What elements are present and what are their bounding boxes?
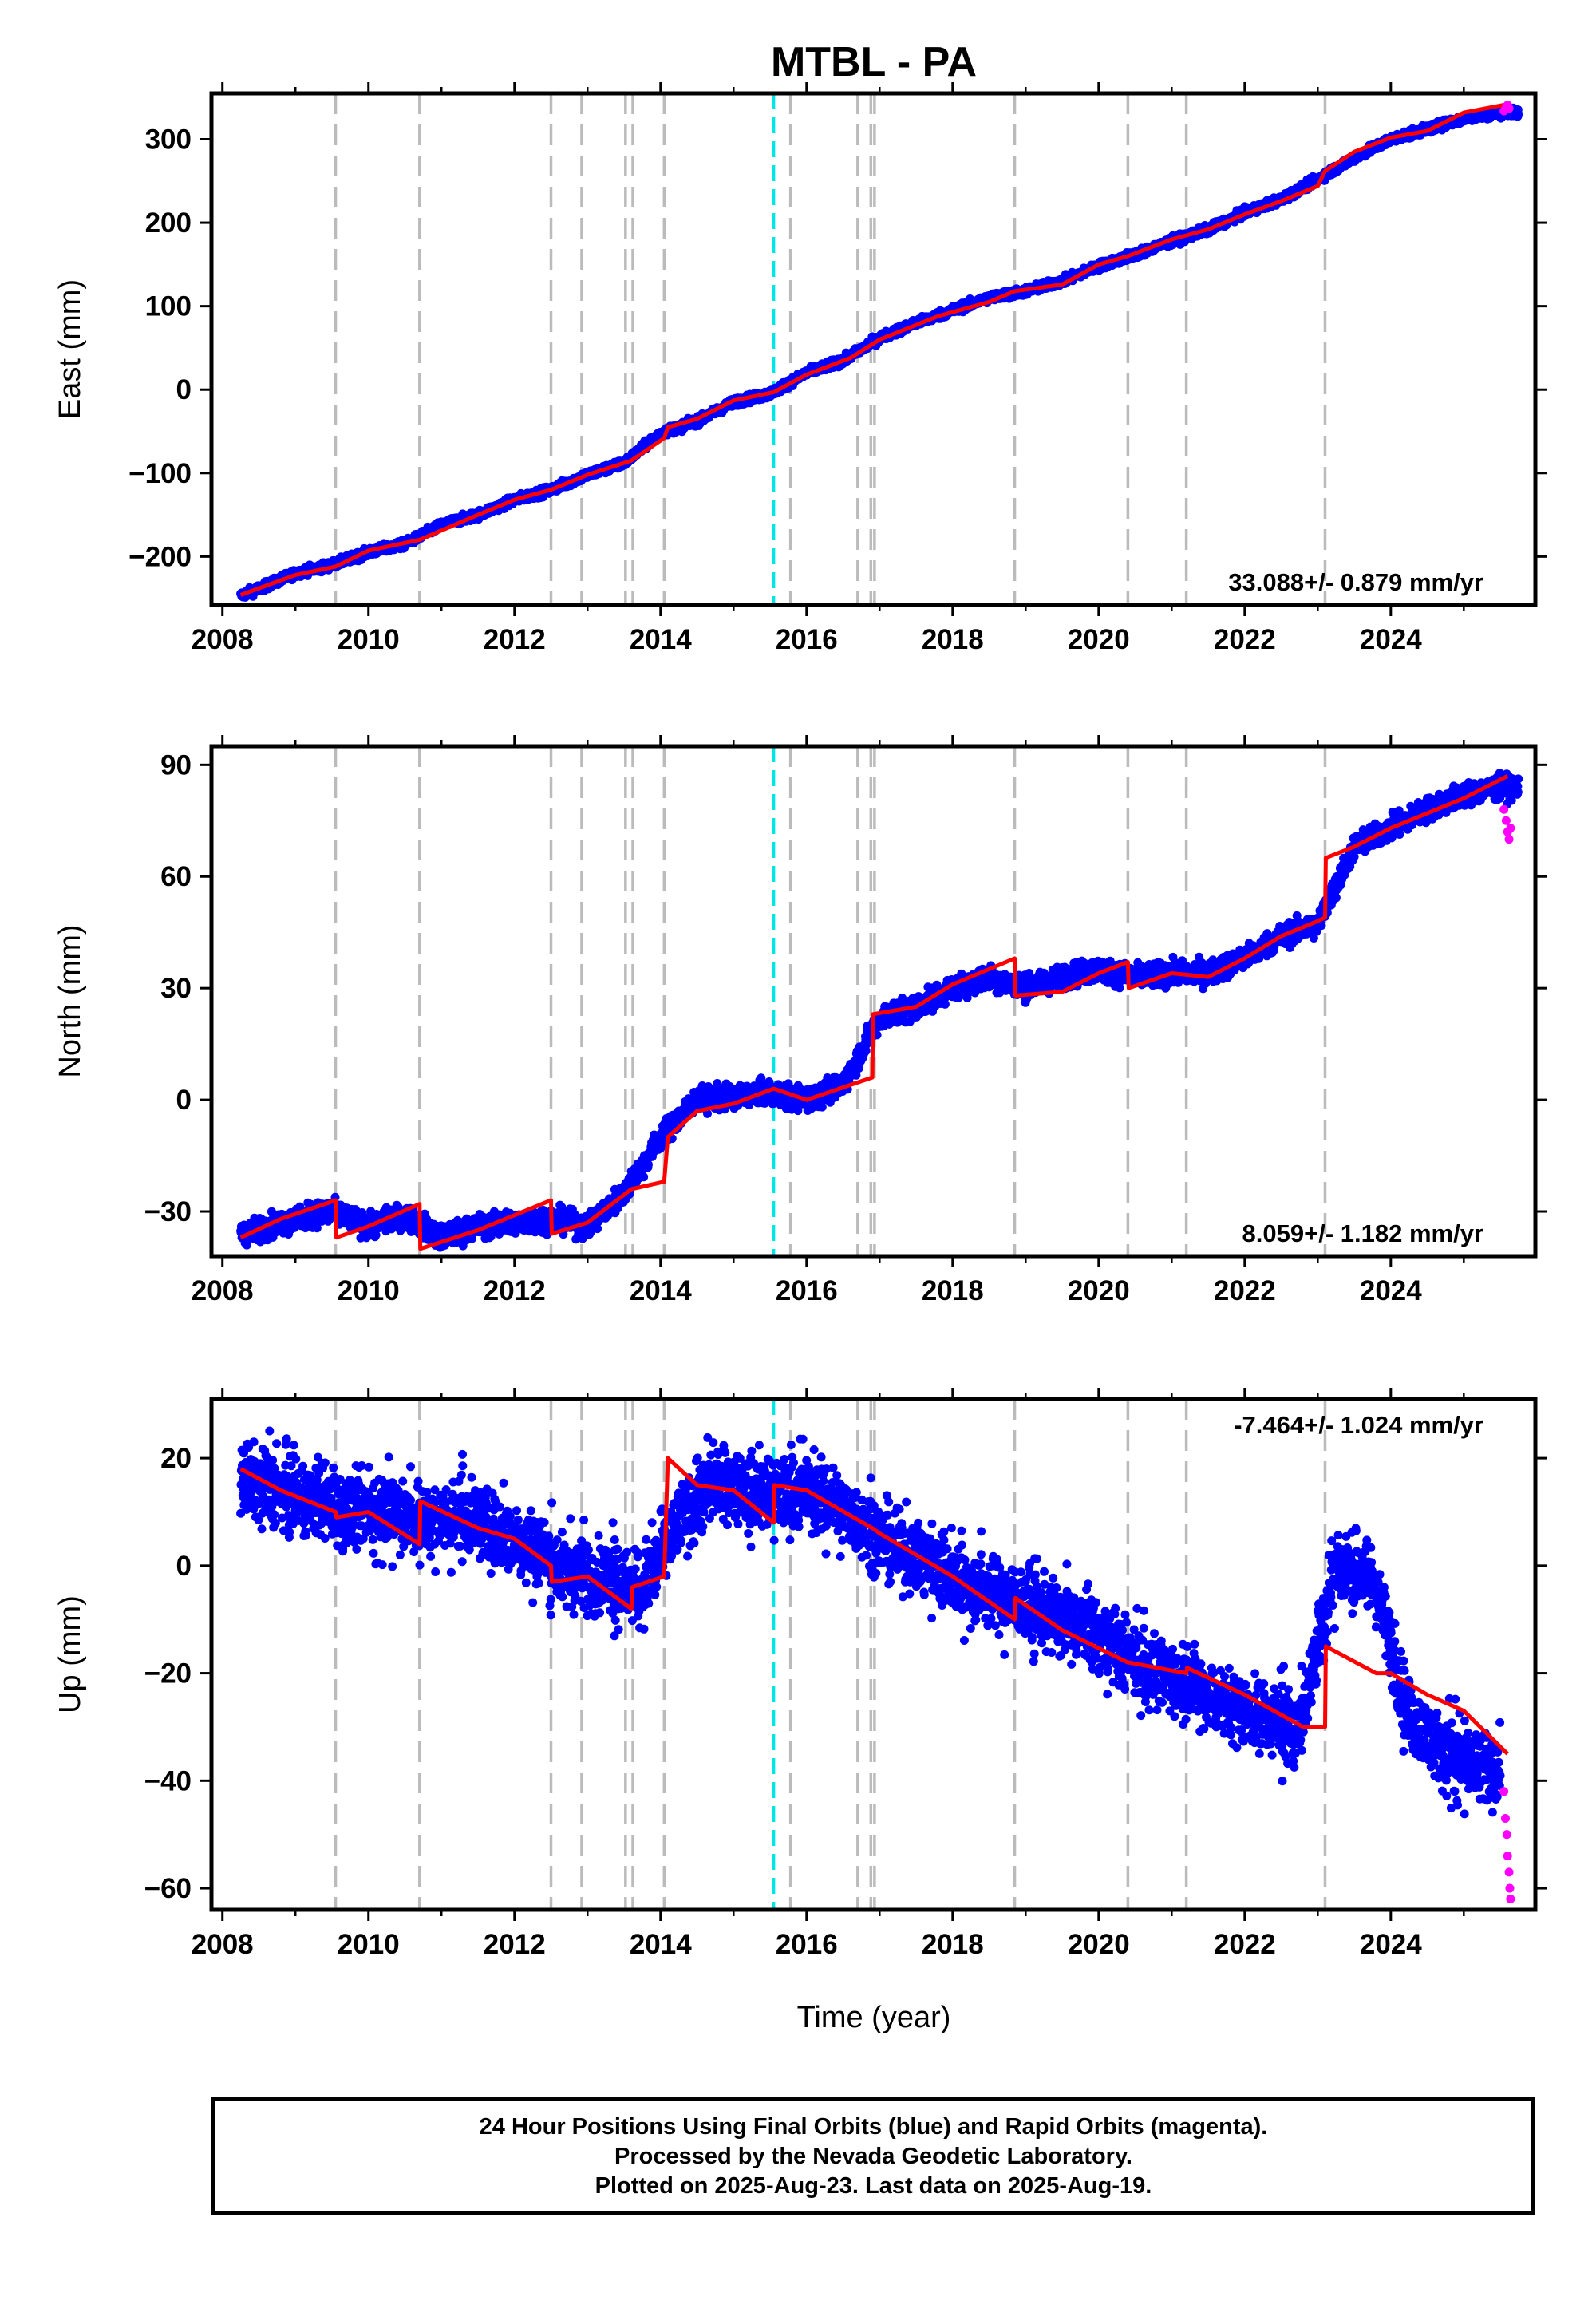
plot-area <box>236 746 1523 1256</box>
north-panel: 2008 2010 2012 2014 2016 2018 2020 2022 2024−300… <box>53 735 1547 1306</box>
model-fit-line <box>239 102 1508 597</box>
x-tick-label: 2022 <box>1214 624 1276 655</box>
figure-title: MTBL - PA <box>771 39 977 85</box>
x-tick-label: 2012 <box>484 624 546 655</box>
y-tick-label: −100 <box>128 458 192 489</box>
final-orbit-points <box>236 769 1523 1252</box>
east-panel: 2008 2010 2012 2014 2016 2018 2020 2022 2024 −200… <box>53 82 1547 655</box>
data-point <box>1514 109 1523 119</box>
x-tick-label: 2018 <box>922 624 984 655</box>
x-tick-label: 2024 <box>1360 624 1422 655</box>
data-point <box>371 1231 381 1239</box>
y-tick-label: 300 <box>145 124 192 156</box>
plot-frame <box>209 91 1538 607</box>
y-tick-label: 100 <box>145 291 192 322</box>
plot-area <box>236 93 1523 605</box>
y-tick-label: 0 <box>176 374 192 405</box>
x-tick-label: 2010 <box>338 624 400 655</box>
final-orbit-points <box>236 103 1523 602</box>
x-tick-label: 2008 <box>192 624 254 655</box>
data-point <box>312 1223 322 1233</box>
x-tick-label: 2014 <box>630 624 692 655</box>
y-tick-label: −200 <box>128 541 192 572</box>
velocity-rate-label: 33.088+/- 0.879 mm/yr <box>1228 568 1483 596</box>
x-tick-label: 2020 <box>1068 624 1130 655</box>
x-tick-label: 2016 <box>776 624 838 655</box>
y-tick-label: 200 <box>145 207 192 239</box>
rapid-orbit-point <box>1504 104 1514 113</box>
y-axis-label: East (mm) <box>53 279 87 419</box>
